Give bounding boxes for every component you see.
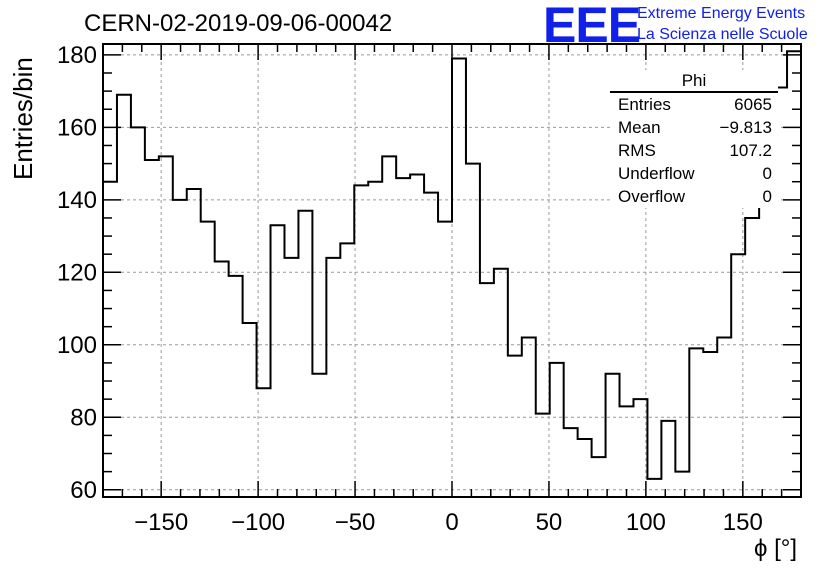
stats-value: 0 xyxy=(762,187,772,206)
x-tick-label: −150 xyxy=(134,509,188,536)
y-tick-label: 140 xyxy=(57,187,97,214)
stats-value: 6065 xyxy=(734,95,772,114)
stats-row: RMS 107.2 xyxy=(610,139,778,162)
eee-logo: EEE xyxy=(543,0,641,53)
x-tick-label: 0 xyxy=(445,509,458,536)
stats-title: Phi xyxy=(610,70,778,93)
y-tick-label: 80 xyxy=(70,404,97,431)
logo-line-2: La Scienza nelle Scuole xyxy=(637,26,808,43)
stats-label: Entries xyxy=(618,95,671,114)
stats-row: Overflow 0 xyxy=(610,185,778,208)
stats-row: Mean −9.813 xyxy=(610,116,778,139)
y-tick-label: 60 xyxy=(70,477,97,504)
stats-label: Overflow xyxy=(618,187,686,206)
stats-row: Underflow 0 xyxy=(610,162,778,185)
y-tick-label: 100 xyxy=(57,332,97,359)
stats-value: −9.813 xyxy=(719,118,772,137)
stats-value: 0 xyxy=(762,164,772,183)
stats-value: 107.2 xyxy=(729,141,772,160)
y-tick-label: 160 xyxy=(57,114,97,141)
axis-ticks xyxy=(102,44,802,497)
logo-line-1: Extreme Energy Events xyxy=(637,5,806,22)
stats-label: Underflow xyxy=(618,164,695,183)
stats-box: Phi Entries 6065 Mean −9.813 RMS 107.2 Unde… xyxy=(610,70,778,208)
x-tick-label: 100 xyxy=(626,509,666,536)
x-axis-label: ϕ [°] xyxy=(754,535,798,562)
x-tick-label: 150 xyxy=(723,509,763,536)
y-axis-label: Entries/bin xyxy=(8,57,38,180)
histogram-step-line xyxy=(103,50,801,480)
x-tick-label: −50 xyxy=(335,509,376,536)
x-tick-label: −100 xyxy=(231,509,285,536)
x-tick-label: 50 xyxy=(536,509,563,536)
stats-row: Entries 6065 xyxy=(610,93,778,116)
y-tick-label: 180 xyxy=(57,42,97,69)
stats-label: RMS xyxy=(618,141,656,160)
chart-title: CERN-02-2019-09-06-00042 xyxy=(84,10,393,37)
plot-frame xyxy=(102,43,802,498)
y-tick-label: 120 xyxy=(57,259,97,286)
stats-label: Mean xyxy=(618,118,661,137)
tick-labels: −150 −100 −50 0 50 100 150 60 80 100 120 140 160 180 xyxy=(57,42,763,536)
